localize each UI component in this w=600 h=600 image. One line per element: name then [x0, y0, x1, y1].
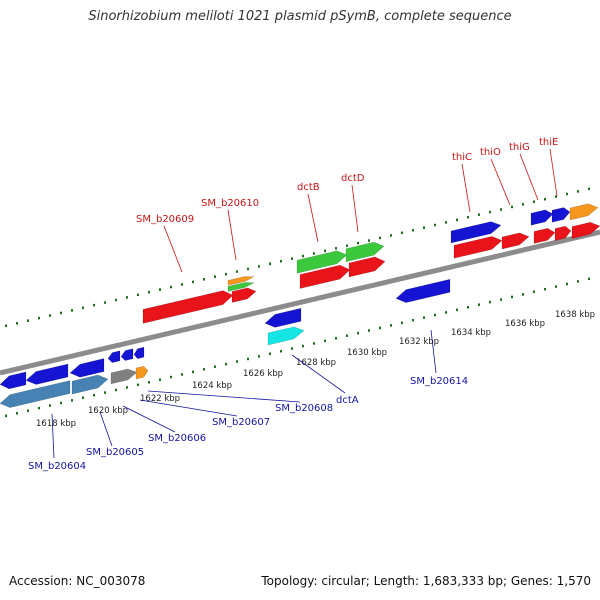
topology-summary: Topology: circular; Length: 1,683,333 bp… — [261, 574, 591, 588]
gene-arrow — [299, 264, 351, 289]
gene-leader-line — [307, 193, 319, 243]
gene-leader-line — [51, 413, 55, 459]
gene-leader-line — [351, 184, 359, 233]
gene-arrow — [571, 222, 600, 239]
gene-arrow — [533, 228, 556, 244]
gene-arrow — [120, 348, 134, 361]
gene-arrow — [530, 209, 554, 226]
gene-label: thiC — [452, 152, 472, 163]
gene-label: SM_b20605 — [86, 447, 144, 458]
gene-leader-line — [99, 411, 113, 447]
gene-arrow — [135, 365, 149, 380]
gene-label: dctB — [297, 182, 320, 193]
gene-label: dctD — [341, 173, 365, 184]
gene-arrow — [69, 358, 105, 378]
gene-leader-line — [549, 148, 558, 197]
gene-arrow — [0, 380, 71, 408]
scale-label: 1620 kbp — [88, 406, 128, 416]
gene-arrow — [71, 374, 109, 395]
accession-text: Accession: NC_003078 — [9, 574, 146, 588]
gene-leader-line — [461, 163, 471, 213]
scale-label: 1636 kbp — [505, 319, 545, 329]
gene-arrow — [267, 326, 305, 346]
gene-leader-line — [519, 153, 539, 201]
gene-label: thiO — [480, 147, 501, 158]
gene-leader-line — [291, 354, 346, 394]
gene-arrow — [348, 256, 386, 278]
gene-arrow — [264, 307, 302, 328]
gene-label: SM_b20610 — [201, 198, 259, 209]
scale-label: 1624 kbp — [192, 381, 232, 391]
gene-arrow — [227, 276, 255, 286]
gene-label: SM_b20608 — [275, 403, 333, 414]
gene-label: SM_b20607 — [212, 417, 270, 428]
gene-label: dctA — [336, 395, 359, 406]
scale-label: 1634 kbp — [451, 328, 491, 338]
gene-leader-line — [122, 405, 176, 433]
gene-arrow — [551, 207, 571, 223]
gene-arrow — [0, 371, 27, 390]
gene-arrow — [395, 278, 451, 303]
gene-arrow — [554, 225, 572, 241]
gene-leader-line — [139, 399, 238, 417]
gene-arrow — [501, 232, 530, 250]
gene-label: thiE — [539, 137, 558, 148]
scale-label: 1618 kbp — [36, 419, 76, 429]
gene-arrow — [296, 250, 348, 274]
gene-arrow — [107, 350, 121, 363]
gene-arrow — [345, 241, 385, 263]
gene-arrow — [25, 363, 69, 385]
gene-label: thiG — [509, 142, 530, 153]
scale-label: 1630 kbp — [347, 348, 387, 358]
gene-arrow — [142, 290, 234, 324]
gene-label: SM_b20614 — [410, 376, 468, 387]
gene-arrow — [453, 236, 503, 259]
scale-label: 1622 kbp — [140, 394, 180, 404]
backbone-track — [0, 229, 600, 376]
gene-arrow — [450, 221, 502, 244]
gene-arrow — [110, 368, 138, 385]
scale-label: 1632 kbp — [399, 337, 439, 347]
gene-leader-line — [227, 209, 237, 261]
gene-arrow — [231, 287, 257, 303]
scale-label: 1628 kbp — [296, 358, 336, 368]
scale-label: 1638 kbp — [555, 310, 595, 320]
gene-leader-line — [163, 225, 183, 273]
gene-arrow — [569, 203, 599, 221]
gene-leader-line — [430, 329, 437, 374]
map-title: Sinorhizobium meliloti 1021 plasmid pSym… — [88, 9, 512, 24]
gene-label: SM_b20604 — [28, 461, 86, 472]
gene-arrow — [227, 282, 255, 292]
gene-leader-line — [147, 390, 301, 403]
gene-leader-line — [490, 158, 511, 206]
scale-label: 1626 kbp — [243, 369, 283, 379]
gene-label: SM_b20609 — [136, 214, 194, 225]
gene-arrow — [133, 346, 145, 359]
gene-label: SM_b20606 — [148, 433, 206, 444]
